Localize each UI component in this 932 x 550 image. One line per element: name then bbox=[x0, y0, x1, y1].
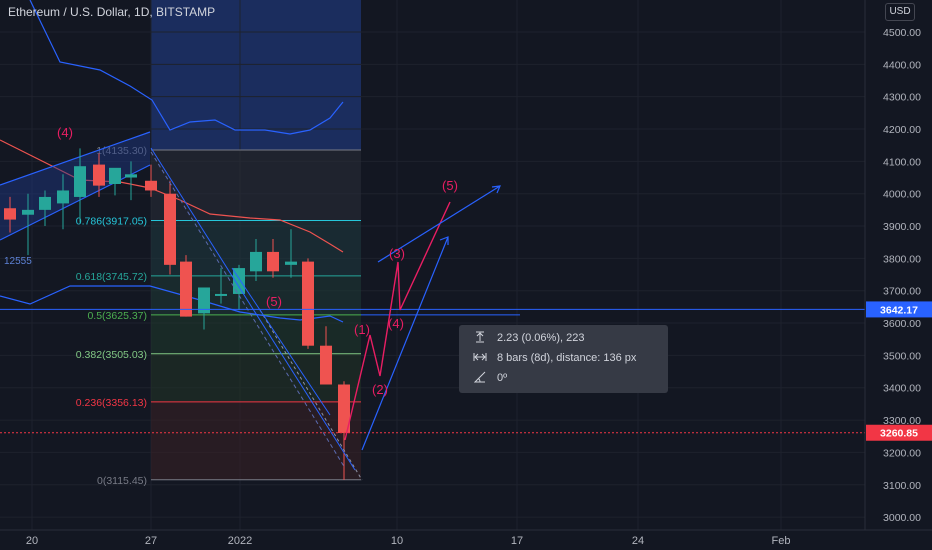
arrow-head bbox=[439, 236, 449, 245]
fib-level-label: 0.786(3917.05) bbox=[76, 216, 147, 228]
price-tick-label: 4000.00 bbox=[883, 189, 921, 201]
wave-label: (1) bbox=[354, 322, 370, 337]
fib-level-label: 0.618(3745.72) bbox=[76, 271, 147, 283]
price-range-icon bbox=[471, 331, 489, 346]
time-tick-label: 17 bbox=[511, 535, 523, 547]
wave-label: (4) bbox=[57, 125, 73, 140]
time-tick-label: 24 bbox=[632, 535, 644, 547]
fib-level-label: 1(4135.30) bbox=[96, 145, 147, 157]
fib-level-label: 0.236(3356.13) bbox=[76, 397, 147, 409]
price-tick-label: 4200.00 bbox=[883, 124, 921, 136]
projection-arrow-line bbox=[377, 185, 501, 263]
candle-body bbox=[57, 190, 69, 204]
time-tick-label: 2022 bbox=[228, 535, 252, 547]
left-edge-label: 12555 bbox=[4, 256, 32, 267]
candle-body bbox=[145, 180, 157, 191]
fib-level-label: 0.382(3505.03) bbox=[76, 349, 147, 361]
wave-label: (3) bbox=[389, 246, 405, 261]
price-tick-label: 3100.00 bbox=[883, 480, 921, 492]
current-price-marker bbox=[866, 301, 932, 318]
price-axis-panel bbox=[865, 0, 932, 530]
descending-line bbox=[231, 267, 331, 416]
current-price-marker-label: 3642.17 bbox=[880, 304, 918, 316]
measure-bars-text: 8 bars (8d), distance: 136 px bbox=[497, 352, 637, 364]
measure-tooltip: 2.23 (0.06%), 223 8 bars (8d), distance:… bbox=[459, 325, 668, 393]
candle-body bbox=[250, 251, 262, 272]
fib-level-label: 0.5(3625.37) bbox=[87, 310, 147, 322]
candle-body bbox=[93, 164, 105, 186]
measure-price-text: 2.23 (0.06%), 223 bbox=[497, 332, 585, 344]
fib-level-label: 0(3115.45) bbox=[97, 475, 147, 487]
candle-body bbox=[215, 293, 227, 296]
measure-price-row: 2.23 (0.06%), 223 bbox=[471, 329, 584, 347]
wave-label: (2) bbox=[372, 382, 388, 397]
last-price-marker bbox=[866, 424, 932, 441]
price-tick-label: 4300.00 bbox=[883, 92, 921, 104]
wave-label: (5) bbox=[266, 294, 282, 309]
price-tick-label: 3900.00 bbox=[883, 221, 921, 233]
time-tick-label: Feb bbox=[772, 535, 791, 547]
price-tick-label: 3200.00 bbox=[883, 447, 921, 459]
candle-body bbox=[285, 261, 297, 265]
time-axis-panel bbox=[0, 530, 932, 550]
time-tick-label: 20 bbox=[26, 535, 38, 547]
measure-bars-row: 8 bars (8d), distance: 136 px bbox=[471, 349, 636, 367]
bars-range-icon bbox=[471, 351, 489, 366]
candle-body bbox=[320, 345, 332, 385]
price-tick-label: 3300.00 bbox=[883, 415, 921, 427]
measure-angle-row: 0º bbox=[471, 369, 507, 387]
price-tick-label: 3500.00 bbox=[883, 350, 921, 362]
moving-average-line bbox=[0, 139, 344, 253]
time-tick-label: 27 bbox=[145, 535, 157, 547]
candle-body bbox=[125, 174, 137, 178]
candle-body bbox=[338, 384, 350, 434]
projected-wave-path bbox=[344, 201, 451, 441]
fib-zone bbox=[151, 149, 361, 221]
price-tick-label: 3700.00 bbox=[883, 286, 921, 298]
angle-icon bbox=[471, 371, 489, 386]
candle-body bbox=[180, 261, 192, 317]
last-price-marker-label: 3260.85 bbox=[880, 428, 918, 440]
price-tick-label: 3000.00 bbox=[883, 512, 921, 524]
price-tick-label: 3400.00 bbox=[883, 383, 921, 395]
price-tick-label: 4400.00 bbox=[883, 59, 921, 71]
upper-band-line bbox=[29, 0, 344, 135]
price-tick-label: 4500.00 bbox=[883, 27, 921, 39]
currency-button[interactable]: USD bbox=[885, 3, 915, 21]
fib-zone bbox=[151, 401, 361, 480]
candle-body bbox=[302, 261, 314, 346]
candle-body bbox=[267, 251, 279, 272]
candle-body bbox=[74, 166, 86, 197]
arrow-head bbox=[491, 185, 501, 194]
projection-arrow-line bbox=[361, 236, 449, 451]
time-tick-label: 10 bbox=[391, 535, 403, 547]
measure-angle-text: 0º bbox=[497, 372, 508, 384]
wave-label: (5) bbox=[442, 178, 458, 193]
candle-body bbox=[22, 209, 34, 215]
candle-body bbox=[198, 287, 210, 314]
channel-upper-line bbox=[0, 131, 151, 186]
symbol-title[interactable]: Ethereum / U.S. Dollar, 1D, BITSTAMP bbox=[8, 5, 216, 19]
wave-label: (4) bbox=[388, 316, 404, 331]
price-tick-label: 3800.00 bbox=[883, 253, 921, 265]
price-tick-label: 3600.00 bbox=[883, 318, 921, 330]
candle-body bbox=[39, 196, 51, 210]
highlight-region bbox=[151, 0, 361, 150]
candle-body bbox=[4, 208, 16, 220]
price-tick-label: 4100.00 bbox=[883, 156, 921, 168]
candle-body bbox=[164, 193, 176, 265]
candle-body bbox=[109, 167, 121, 184]
descending-dashed-line bbox=[150, 151, 346, 469]
